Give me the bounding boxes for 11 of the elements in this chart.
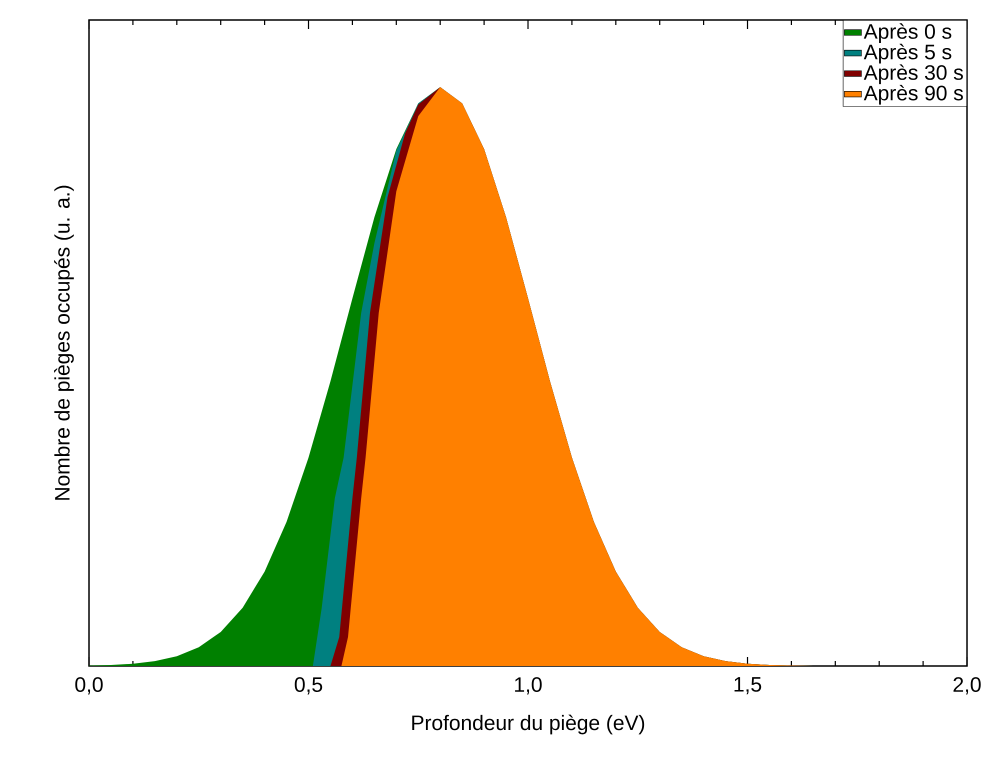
x-tick-label: 2,0 bbox=[954, 677, 981, 694]
legend-label: Après 0 s bbox=[864, 23, 952, 44]
legend-label: Après 5 s bbox=[864, 44, 952, 64]
x-tick-label: 0,5 bbox=[294, 677, 322, 694]
y-axis-title: Nombre de pièges occupés (u. a.) bbox=[54, 186, 74, 500]
x-tick-label: 1,5 bbox=[734, 677, 762, 694]
x-tick-label: 0,0 bbox=[75, 677, 103, 694]
x-tick-label: 1,0 bbox=[515, 677, 542, 694]
x-axis-title: Profondeur du piège (eV) bbox=[412, 714, 644, 734]
legend-label: Après 30 s bbox=[864, 64, 963, 84]
legend-label: Après 90 s bbox=[864, 84, 963, 105]
